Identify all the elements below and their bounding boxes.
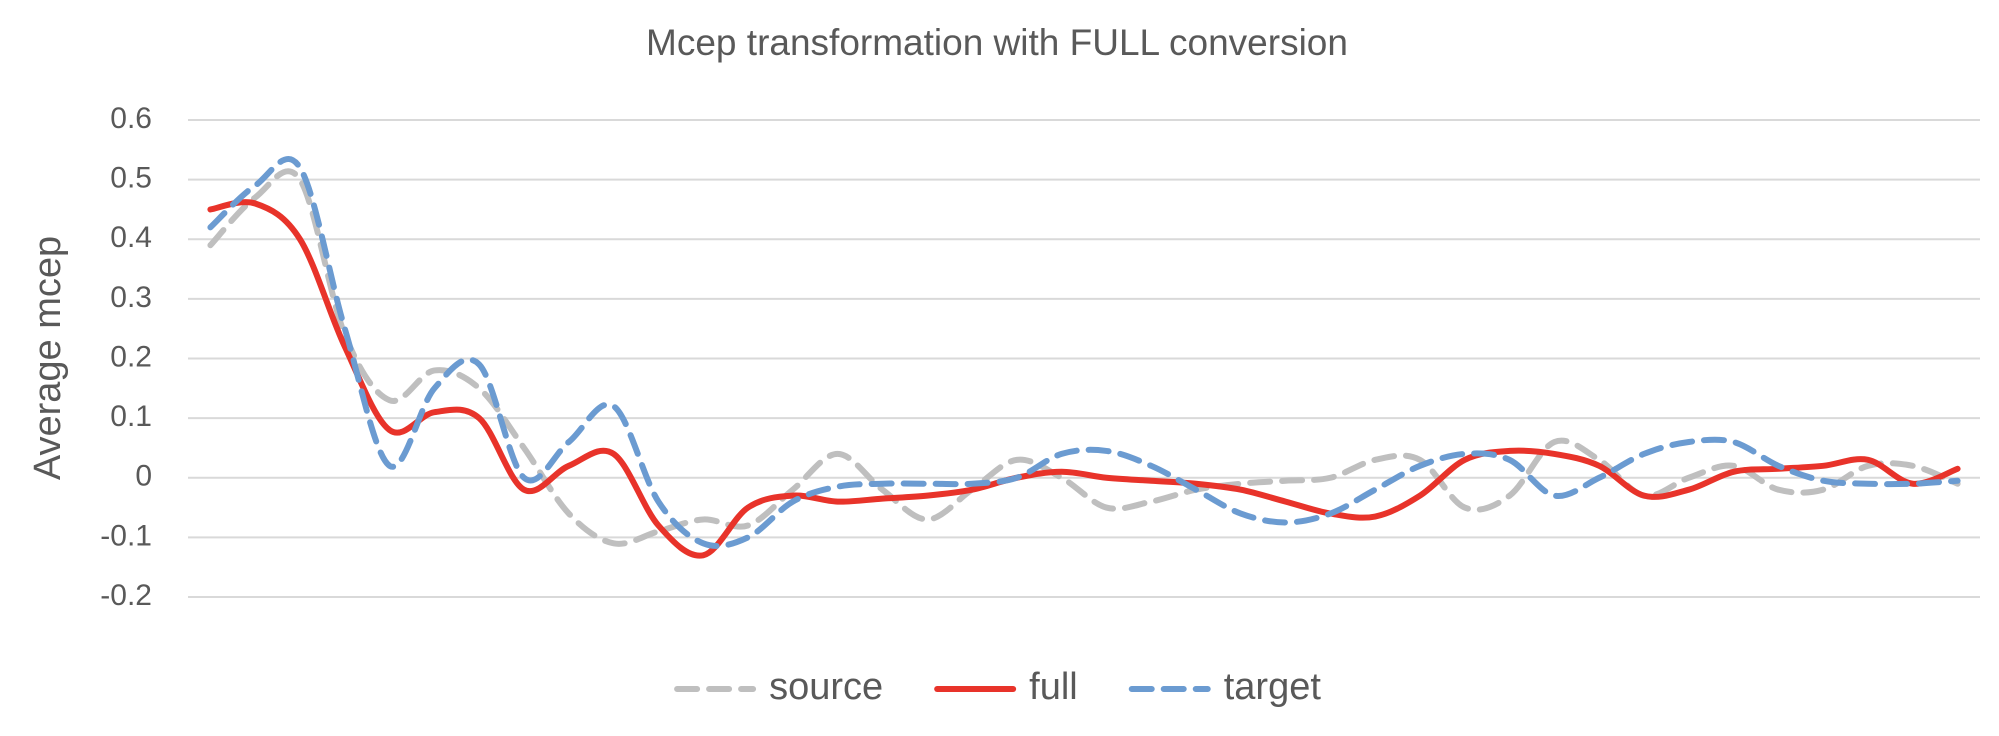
y-axis-title: Average mcep [27,236,69,480]
y-tick-label: 0.6 [110,102,152,135]
y-tick-label: 0.4 [110,221,152,254]
series-line [207,156,1961,549]
y-tick-label: 0.3 [110,281,152,314]
grid: -0.2 -0.1 0 0.1 0.2 0.3 0.4 0.5 0.6 [100,102,1980,612]
legend-label: target [1224,666,1322,708]
legend-label: source [769,666,883,708]
y-tick-label: 0.2 [110,340,152,373]
legend: source full target [674,666,1322,708]
y-tick-label: -0.2 [100,579,152,612]
y-tick-label: 0.5 [110,162,152,195]
y-tick-label: -0.1 [100,519,152,552]
y-tick-label: 0.1 [110,400,152,433]
lines [207,156,1961,559]
legend-label: full [1029,666,1078,708]
y-tick-label: 0 [135,460,152,493]
chart-title: Mcep transformation with FULL conversion [646,22,1348,63]
series-line [207,199,1961,559]
series-line [207,168,1961,547]
